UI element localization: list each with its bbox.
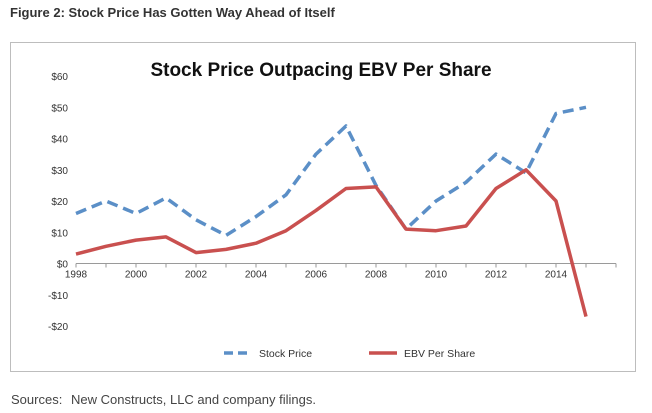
series-line-stock-price xyxy=(75,105,587,238)
y-tick-label: $50 xyxy=(51,103,68,114)
legend-label: EBV Per Share xyxy=(404,348,475,360)
sources-label: Sources: xyxy=(11,392,63,407)
y-tick-label: $10 xyxy=(51,228,68,239)
series-line-ebv-per-share xyxy=(75,168,588,318)
chart-frame: Stock Price Outpacing EBV Per Share -$20 -… xyxy=(10,42,636,372)
x-tick-label: 2010 xyxy=(425,270,448,281)
x-tick-label: 2012 xyxy=(485,270,508,281)
y-tick-label: -$20 xyxy=(48,322,68,333)
y-tick-label: $60 xyxy=(51,72,68,83)
x-tick-label: 2004 xyxy=(245,270,268,281)
y-tick-label: $20 xyxy=(51,197,68,208)
x-tick-label: 2008 xyxy=(365,270,388,281)
sources-text: New Constructs, LLC and company filings. xyxy=(71,392,316,407)
x-tick-label: 2002 xyxy=(185,270,208,281)
x-tick-label: 2006 xyxy=(305,270,328,281)
legend-label: Stock Price xyxy=(259,348,312,360)
y-tick-label: $0 xyxy=(57,260,69,271)
sources-note: Sources: New Constructs, LLC and company … xyxy=(11,392,316,407)
chart-title: Stock Price Outpacing EBV Per Share xyxy=(150,60,491,81)
y-tick-label: -$10 xyxy=(48,291,68,302)
x-tick-label: 2000 xyxy=(125,270,148,281)
line-chart: Stock Price Outpacing EBV Per Share -$20 -… xyxy=(48,60,617,360)
x-tick-label: 1998 xyxy=(65,270,88,281)
y-tick-label: $40 xyxy=(51,135,68,146)
figure-title: Figure 2: Stock Price Has Gotten Way Ahe… xyxy=(10,5,335,20)
x-tick-label: 2014 xyxy=(545,270,568,281)
y-tick-label: $30 xyxy=(51,166,68,177)
